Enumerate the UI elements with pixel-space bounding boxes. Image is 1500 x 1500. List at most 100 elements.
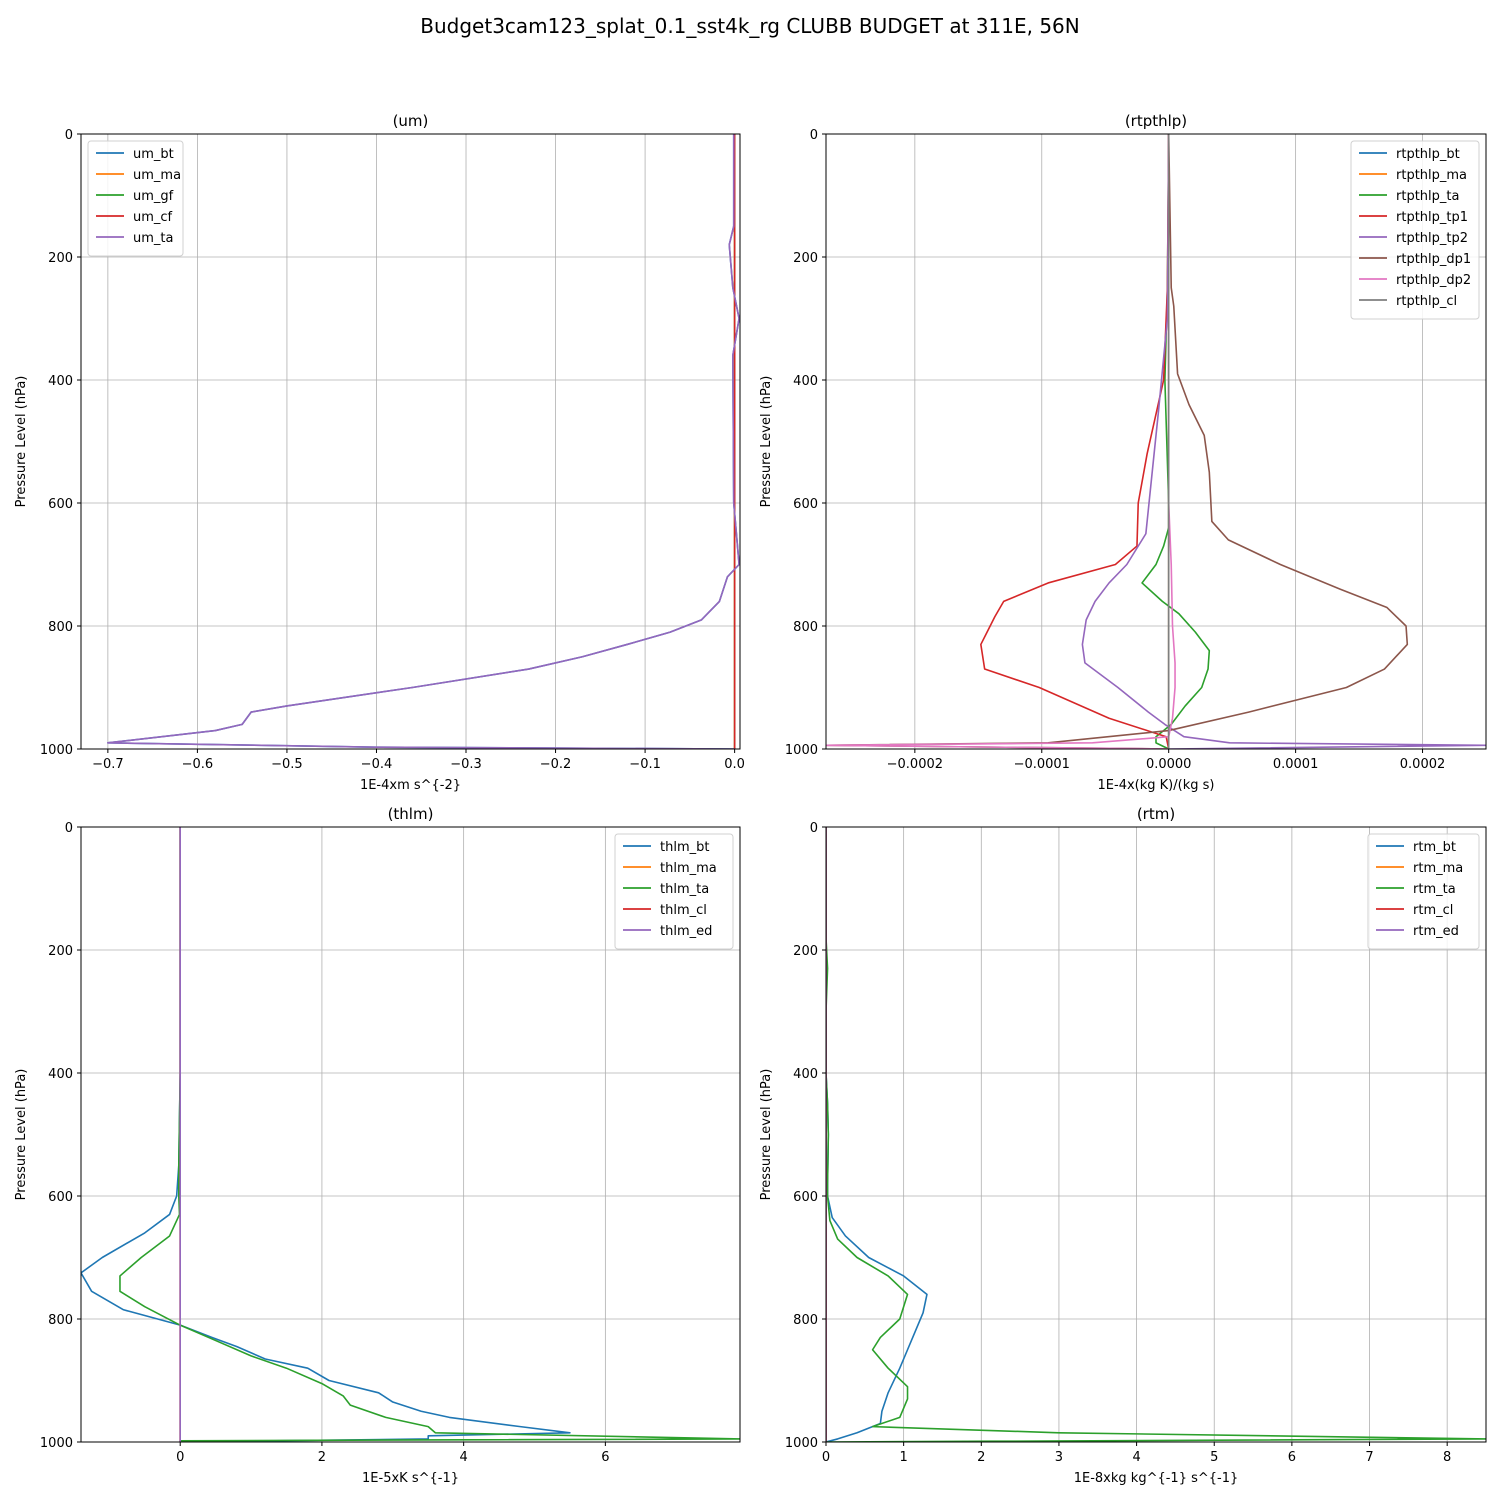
legend-label: thlm_ed [660,924,712,939]
x-tick-label: −0.2 [540,757,572,772]
y-tick-label: 800 [48,620,73,635]
legend-label: thlm_ma [660,861,717,876]
series-line-rtpthlp_dp2 [826,134,1176,749]
x-axis-label: 1E-8xkg kg^{-1} s^{-1} [1074,1471,1239,1486]
x-tick-label: 0 [176,1450,184,1465]
x-tick-label: 2 [318,1450,326,1465]
y-tick-label: 800 [793,620,818,635]
series-lines [826,827,1486,1442]
legend-label: um_bt [133,147,174,162]
series-line-rtpthlp_tp1 [980,134,1170,749]
y-tick-label: 200 [793,251,818,266]
series-line-rtm_ta [826,827,1486,1442]
y-tick-label: 0 [810,128,818,143]
x-axis-label: 1E-4xm s^{-2} [360,778,461,793]
figure-title: Budget3cam123_splat_0.1_sst4k_rg CLUBB B… [420,14,1080,38]
subplot-2: 0 2 4 6 0 200 400 600 800 1000 (thlm) 1E-5xK s^{-1}… [14,805,741,1486]
y-tick-label: 600 [793,1190,818,1205]
x-tick-label: 0.0000 [1146,757,1192,772]
x-tick-label: 2 [977,1450,985,1465]
x-tick-label: −0.7 [92,757,124,772]
series-lines [826,134,1486,749]
legend-label: rtm_bt [1413,840,1456,855]
y-axis-label: Pressure Level (hPa) [759,376,774,508]
x-tick-label: 6 [1288,1450,1296,1465]
y-tick-label: 600 [48,497,73,512]
series-line-um_bt [107,134,740,749]
axes-frame [825,826,1487,1443]
legend-label: um_gf [133,189,174,204]
subplot-3: 0 1 2 3 4 5 6 7 8 0 200 400 600 800 1000 (rtm) 1E-8xkg k… [759,805,1487,1486]
legend-label: thlm_bt [660,840,709,855]
y-tick-label: 1000 [785,743,818,758]
subplot-0: −0.7 −0.6 −0.5 −0.4 −0.3 −0.2 −0.1 0.0 0 200 400 60… [14,112,745,793]
legend-label: rtpthlp_ma [1396,168,1467,183]
legend-label: um_ta [133,231,173,246]
legend: thlm_bt thlm_ma thlm_ta thlm_cl thlm_ed [614,833,734,950]
legend-label: rtm_ta [1413,882,1456,897]
series-line-um_ta [107,134,740,749]
y-tick-label: 800 [793,1313,818,1328]
legend-label: rtpthlp_cl [1396,294,1457,309]
legend-label: rtm_cl [1413,903,1453,918]
series-lines [107,134,740,749]
x-tick-label: −0.5 [271,757,303,772]
x-tick-label: −0.4 [361,757,393,772]
legend-label: rtpthlp_ta [1396,189,1459,204]
y-tick-label: 1000 [40,1436,73,1451]
legend-box [87,140,184,257]
x-axis-label: 1E-4x(kg K)/(kg s) [1098,778,1215,793]
y-tick-label: 1000 [40,743,73,758]
legend-box [1350,140,1480,320]
x-tick-label: 0.0002 [1400,757,1446,772]
series-line-thlm_ta [119,827,740,1442]
y-tick-label: 0 [65,128,73,143]
y-tick-label: 0 [810,821,818,836]
x-tick-label: 0.0 [724,757,745,772]
axes-frame [80,826,741,1443]
subplot-1: −0.0002 −0.0001 0.0000 0.0001 0.0002 0 200 400 6… [759,112,1487,793]
x-tick-label: 7 [1365,1450,1373,1465]
legend-label: rtpthlp_tp2 [1396,231,1468,246]
y-axis-label: Pressure Level (hPa) [14,1069,29,1201]
y-tick-label: 400 [48,1067,73,1082]
legend-label: rtpthlp_dp1 [1396,252,1471,267]
legend-label: rtpthlp_dp2 [1396,273,1471,288]
y-tick-label: 800 [48,1313,73,1328]
y-tick-label: 200 [48,944,73,959]
y-tick-label: 400 [48,374,73,389]
series-line-rtpthlp_tp2 [1081,134,1486,749]
x-tick-label: 1 [900,1450,908,1465]
x-axis-label: 1E-5xK s^{-1} [362,1471,459,1486]
x-tick-label: 5 [1210,1450,1218,1465]
series-line-thlm_bt [81,827,571,1442]
legend-label: thlm_cl [660,903,707,918]
subplot-title: (thlm) [388,805,434,823]
subplot-title: (um) [393,112,429,130]
y-tick-label: 0 [65,821,73,836]
legend-box [614,833,734,950]
y-axis-label: Pressure Level (hPa) [14,376,29,508]
y-tick-label: 1000 [785,1436,818,1451]
subplot-title: (rtm) [1137,805,1175,823]
x-tick-label: −0.3 [450,757,482,772]
axes-frame [825,133,1487,750]
legend: rtpthlp_bt rtpthlp_ma rtpthlp_ta rtpthlp_tp… [1350,140,1480,320]
axes-frame [80,133,741,750]
y-tick-label: 400 [793,374,818,389]
x-tick-label: 8 [1443,1450,1451,1465]
legend-label: rtm_ed [1413,924,1459,939]
legend: rtm_bt rtm_ma rtm_ta rtm_cl rtm_ed [1367,833,1480,950]
subplot-title: (rtpthlp) [1125,112,1187,130]
legend-label: rtm_ma [1413,861,1463,876]
x-tick-label: 0.0001 [1273,757,1319,772]
y-tick-label: 600 [793,497,818,512]
legend-label: rtpthlp_bt [1396,147,1460,162]
y-tick-label: 400 [793,1067,818,1082]
x-tick-label: −0.6 [182,757,214,772]
series-line-rtm_bt [826,827,928,1442]
x-tick-label: −0.0001 [1014,757,1070,772]
y-tick-label: 200 [793,944,818,959]
x-tick-label: 0 [822,1450,830,1465]
